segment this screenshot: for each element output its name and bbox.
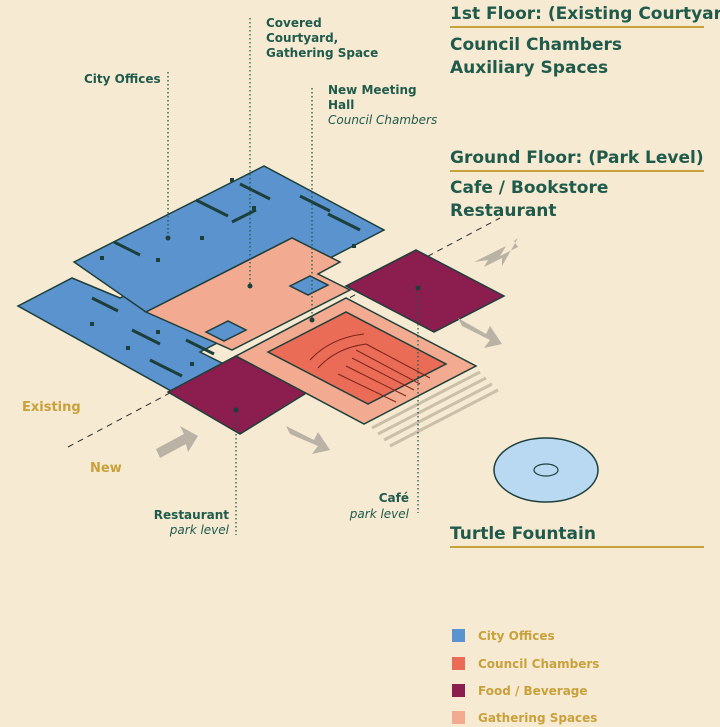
label-existing: Existing xyxy=(22,400,81,415)
council-seating xyxy=(309,333,431,403)
fountain-label: Turtle Fountain xyxy=(450,524,596,544)
legend: City Offices Council Chambers Food / Bev… xyxy=(452,629,599,725)
label-restaurant-sub: park level xyxy=(169,523,230,537)
entry-arrows xyxy=(156,238,518,458)
leader-lines xyxy=(167,18,419,535)
ground-floor-item-2: Restaurant xyxy=(450,201,557,221)
ground-floor-item-1: Cafe / Bookstore xyxy=(450,178,608,198)
label-covered-courtyard-2: Courtyard, xyxy=(266,31,338,45)
first-floor-item-2: Auxiliary Spaces xyxy=(450,58,608,78)
label-covered-courtyard-3: Gathering Space xyxy=(266,46,378,60)
gathering-space-courtyard xyxy=(144,237,352,351)
label-new: New xyxy=(90,461,122,476)
first-floor-item-1: Council Chambers xyxy=(450,35,622,55)
legend-label: Council Chambers xyxy=(478,657,599,671)
legend-label: Food / Beverage xyxy=(478,684,588,698)
label-new-meeting-hall-1: New Meeting xyxy=(328,83,417,97)
ground-floor-heading: Ground Floor: (Park Level) xyxy=(450,148,704,168)
legend-item-food-beverage: Food / Beverage xyxy=(452,684,588,698)
label-new-meeting-hall-2: Hall xyxy=(328,98,354,112)
council-chambers-hall xyxy=(266,311,448,405)
leader-dots xyxy=(165,235,421,413)
legend-label: Gathering Spaces xyxy=(478,711,597,725)
label-restaurant: Restaurant xyxy=(154,508,229,522)
label-covered-courtyard-1: Covered xyxy=(266,16,322,30)
label-new-meeting-hall-sub: Council Chambers xyxy=(328,113,437,127)
legend-item-city-offices: City Offices xyxy=(452,629,555,643)
legend-item-council-chambers: Council Chambers xyxy=(452,657,599,671)
entry-steps xyxy=(371,370,499,448)
label-cafe-sub: park level xyxy=(349,507,410,521)
core-elevator xyxy=(204,275,330,342)
legend-label: City Offices xyxy=(478,629,555,643)
label-city-offices: City Offices xyxy=(84,72,161,86)
label-cafe: Café xyxy=(379,491,409,505)
turtle-fountain xyxy=(493,437,599,503)
first-floor-heading: 1st Floor: (Existing Courtyard) xyxy=(450,4,720,24)
cafe-block xyxy=(344,249,506,333)
legend-item-gathering-spaces: Gathering Spaces xyxy=(452,711,597,725)
